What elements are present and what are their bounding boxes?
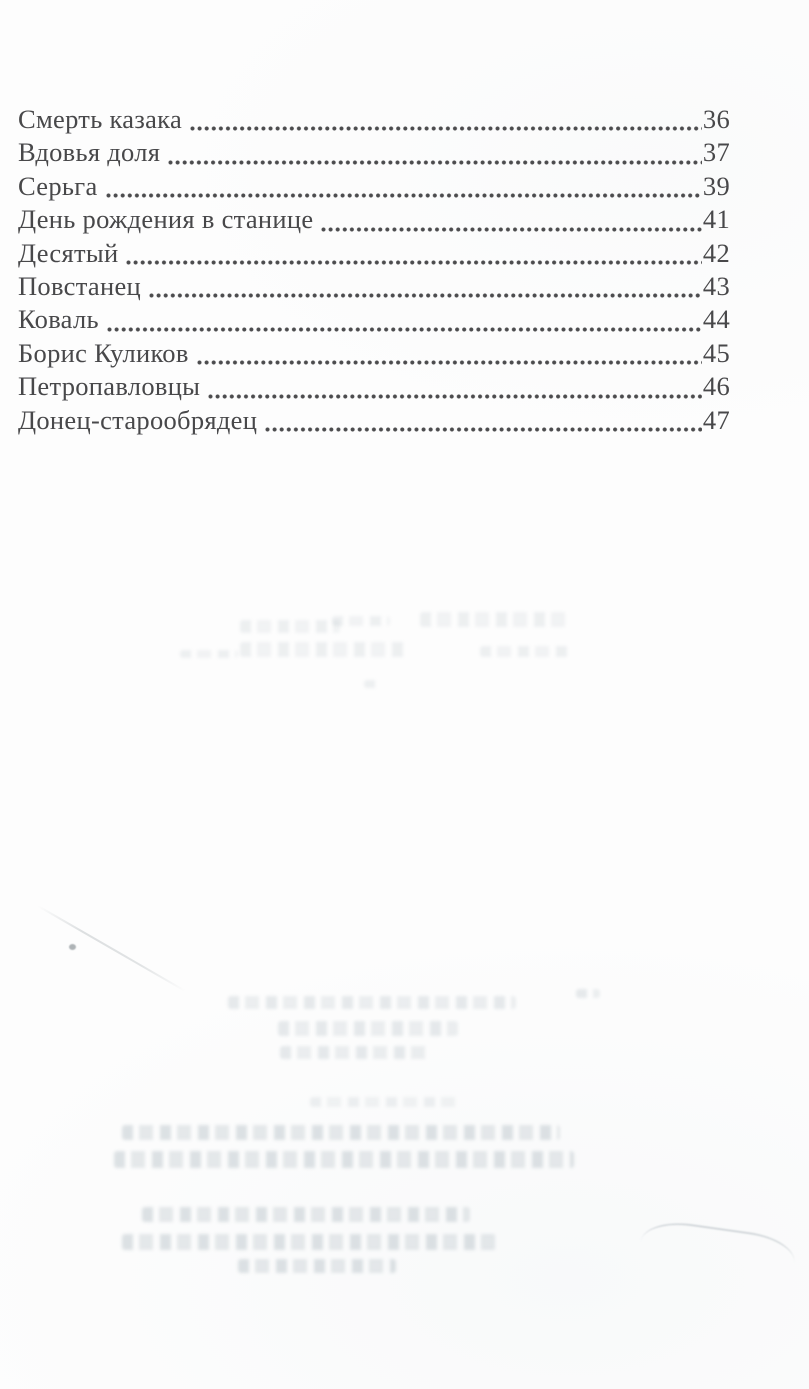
toc-entry: Петропавловцы 46 [18, 371, 730, 405]
dot-leader [148, 270, 702, 305]
toc-entry-title: Коваль [18, 304, 99, 335]
paper-speck [69, 944, 76, 950]
toc-entry: Вдовья доля 37 [18, 137, 730, 171]
toc-entry-title: Повстанец [18, 270, 141, 301]
toc-entry: Десятый 42 [18, 237, 730, 271]
toc-entry-title: Смерть казака [18, 104, 182, 134]
toc-entry-page-number: 39 [702, 170, 730, 201]
toc-entry-title: Десятый [18, 237, 119, 268]
toc-entry-page-number: 37 [702, 137, 730, 168]
toc-entry-title: Донец-старообрядец [18, 404, 258, 435]
show-through-smudge [364, 680, 379, 688]
show-through-smudge [310, 1097, 460, 1107]
show-through-smudge [480, 646, 568, 657]
show-through-smudge [122, 1125, 560, 1140]
toc-entry: Смерть казака 36 [18, 104, 730, 138]
show-through-smudge [332, 616, 390, 626]
dot-leader [125, 237, 702, 271]
toc-entry: Коваль 44 [18, 304, 730, 338]
toc-entry: Донец-старообрядец 47 [18, 404, 730, 438]
dot-leader [167, 137, 702, 171]
dot-leader [320, 204, 702, 238]
toc-entry: Серьга 39 [18, 170, 730, 205]
toc-entry-page-number: 45 [702, 337, 730, 368]
toc-entry-title: Борис Куликов [18, 337, 189, 368]
toc-entry-page-number: 41 [702, 204, 730, 235]
show-through-smudge [142, 1207, 470, 1222]
paper-hairline-mark [637, 1217, 798, 1287]
toc-entry-title: День рождения в станице [18, 204, 314, 235]
dot-leader [195, 337, 702, 372]
dot-leader [189, 104, 702, 138]
toc-entry-page-number: 46 [702, 371, 730, 402]
toc-entry-title: Петропавловцы [18, 371, 201, 402]
show-through-smudge [420, 612, 572, 627]
dot-leader [104, 170, 702, 205]
show-through-smudge [122, 1234, 496, 1250]
show-through-smudge [180, 650, 238, 658]
show-through-smudge [278, 1021, 458, 1036]
table-of-contents: Смерть казака 36 Вдовья доля 37 Серьга 3… [18, 104, 730, 438]
toc-entry-page-number: 44 [702, 304, 730, 335]
toc-entry: День рождения в станице 41 [18, 204, 730, 238]
toc-entry-title: Серьга [18, 170, 98, 201]
toc-entry-title: Вдовья доля [18, 137, 161, 168]
toc-entry-page-number: 36 [702, 104, 730, 134]
show-through-smudge [228, 996, 516, 1009]
show-through-smudge [114, 1151, 574, 1168]
dot-leader [264, 404, 702, 438]
show-through-smudge [576, 989, 600, 998]
toc-entry-page-number: 42 [702, 237, 730, 268]
toc-entry: Повстанец 43 [18, 270, 730, 305]
toc-entry-page-number: 47 [702, 404, 730, 435]
paper-crease [37, 905, 186, 992]
show-through-smudge [280, 1046, 430, 1059]
toc-entry-page-number: 43 [702, 270, 730, 301]
toc-entry: Борис Куликов 45 [18, 337, 730, 372]
dot-leader [105, 304, 702, 338]
show-through-smudge [240, 642, 408, 657]
show-through-smudge [240, 620, 340, 633]
dot-leader [207, 371, 702, 405]
show-through-smudge [238, 1259, 396, 1273]
